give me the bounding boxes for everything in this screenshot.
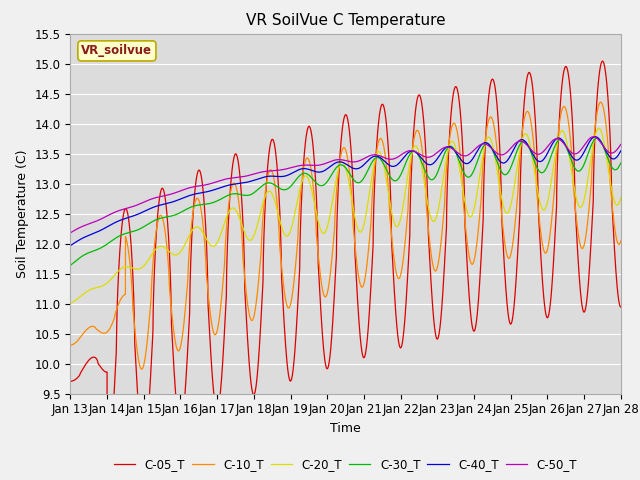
C-30_T bbox=[560, 140, 568, 145]
C-50_T bbox=[589, 134, 597, 140]
C-50_T bbox=[314, 162, 322, 168]
C-05_T bbox=[67, 379, 74, 384]
Line: C-30_T: C-30_T bbox=[70, 138, 621, 265]
C-30_T bbox=[616, 163, 623, 168]
C-10_T bbox=[67, 343, 74, 348]
Legend: C-05_T, C-10_T, C-20_T, C-30_T, C-40_T, C-50_T: C-05_T, C-10_T, C-20_T, C-30_T, C-40_T, … bbox=[109, 454, 582, 476]
C-05_T bbox=[314, 242, 322, 248]
C-30_T bbox=[67, 263, 74, 268]
C-30_T bbox=[593, 135, 601, 141]
C-20_T bbox=[609, 194, 617, 200]
C-50_T bbox=[609, 150, 617, 156]
C-30_T bbox=[545, 160, 552, 166]
C-40_T bbox=[609, 156, 617, 162]
C-20_T bbox=[314, 217, 322, 223]
C-40_T bbox=[560, 140, 568, 145]
C-50_T bbox=[616, 144, 623, 149]
C-50_T bbox=[545, 142, 552, 148]
C-10_T bbox=[609, 214, 617, 219]
C-50_T bbox=[617, 142, 625, 147]
C-10_T bbox=[138, 366, 145, 372]
C-20_T bbox=[67, 300, 74, 306]
Line: C-10_T: C-10_T bbox=[70, 102, 621, 369]
Title: VR SoilVue C Temperature: VR SoilVue C Temperature bbox=[246, 13, 445, 28]
C-05_T bbox=[609, 226, 617, 232]
C-50_T bbox=[418, 153, 426, 158]
X-axis label: Time: Time bbox=[330, 422, 361, 435]
Line: C-20_T: C-20_T bbox=[70, 128, 621, 303]
Line: C-40_T: C-40_T bbox=[70, 137, 621, 246]
C-05_T bbox=[545, 312, 552, 318]
Line: C-50_T: C-50_T bbox=[70, 137, 621, 233]
C-30_T bbox=[418, 159, 426, 165]
C-20_T bbox=[418, 163, 426, 168]
C-05_T bbox=[598, 58, 606, 64]
C-20_T bbox=[616, 199, 623, 204]
C-40_T bbox=[418, 156, 426, 161]
C-10_T bbox=[314, 249, 322, 254]
C-20_T bbox=[617, 194, 625, 200]
C-40_T bbox=[591, 134, 599, 140]
C-40_T bbox=[67, 243, 74, 249]
C-40_T bbox=[616, 150, 623, 156]
C-05_T bbox=[617, 304, 625, 310]
C-20_T bbox=[545, 194, 552, 200]
C-10_T bbox=[545, 240, 552, 246]
Y-axis label: Soil Temperature (C): Soil Temperature (C) bbox=[16, 149, 29, 278]
C-30_T bbox=[617, 160, 625, 166]
C-40_T bbox=[545, 148, 552, 154]
C-05_T bbox=[103, 465, 111, 471]
Text: VR_soilvue: VR_soilvue bbox=[81, 44, 152, 58]
C-40_T bbox=[314, 169, 322, 175]
C-05_T bbox=[418, 100, 426, 106]
C-05_T bbox=[560, 68, 568, 73]
C-30_T bbox=[314, 181, 322, 187]
C-05_T bbox=[616, 302, 623, 308]
C-50_T bbox=[67, 230, 74, 236]
C-30_T bbox=[609, 166, 617, 172]
C-10_T bbox=[617, 238, 625, 244]
C-40_T bbox=[617, 148, 625, 154]
C-20_T bbox=[595, 125, 603, 131]
C-10_T bbox=[560, 104, 568, 109]
C-50_T bbox=[560, 141, 568, 146]
Line: C-05_T: C-05_T bbox=[70, 61, 621, 468]
C-20_T bbox=[560, 130, 568, 135]
C-10_T bbox=[418, 143, 426, 149]
C-10_T bbox=[597, 99, 605, 105]
C-10_T bbox=[616, 241, 623, 247]
